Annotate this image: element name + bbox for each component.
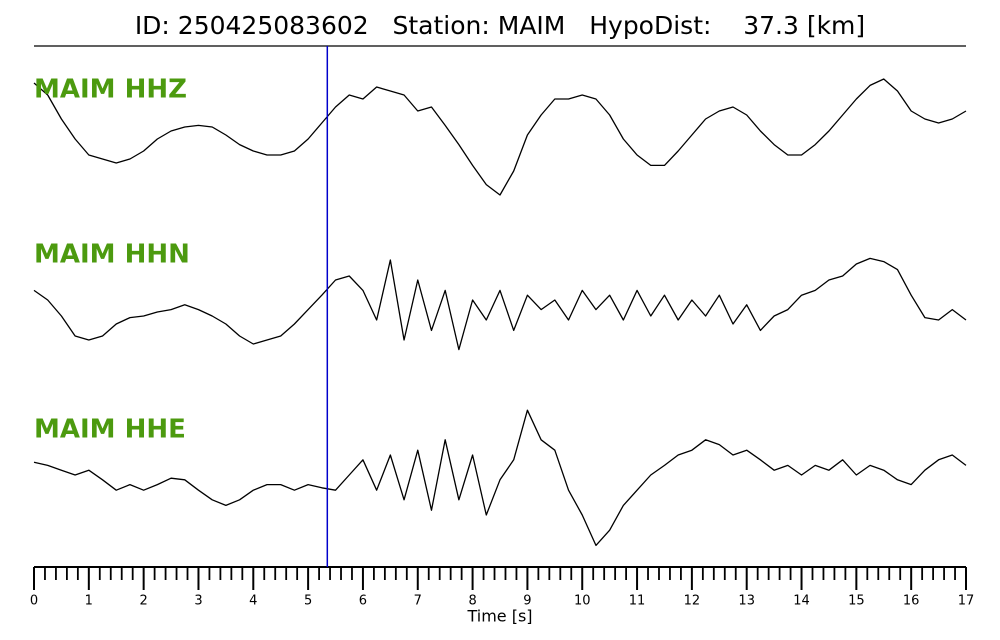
x-tick-label: 10 [574, 594, 591, 609]
x-tick-label: 6 [359, 594, 367, 609]
x-tick-label: 13 [738, 594, 755, 609]
chart-title: ID: 250425083602 Station: MAIM HypoDist:… [135, 11, 865, 40]
x-tick-label: 12 [684, 594, 701, 609]
x-tick-label: 11 [629, 594, 646, 609]
x-tick-label: 16 [903, 594, 920, 609]
waveform [33, 78, 967, 196]
waveform [33, 257, 967, 351]
x-tick-label: 3 [194, 594, 202, 609]
x-tick-label: 17 [958, 594, 975, 609]
trace-label: MAIM HHE [34, 415, 186, 445]
x-tick-label: 1 [85, 594, 93, 609]
x-tick-label: 4 [249, 594, 257, 609]
waveform [33, 409, 967, 547]
x-axis-label: Time [s] [466, 607, 532, 626]
x-tick-label: 0 [30, 594, 38, 609]
trace-label: MAIM HHN [34, 240, 190, 270]
x-tick-label: 7 [414, 594, 422, 609]
x-tick-label: 9 [523, 594, 531, 609]
x-tick-label: 2 [140, 594, 148, 609]
x-tick-label: 8 [468, 594, 476, 609]
x-tick-label: 5 [304, 594, 312, 609]
trace-label: MAIM HHZ [34, 75, 187, 105]
x-tick-label: 14 [793, 594, 810, 609]
x-tick-label: 15 [848, 594, 865, 609]
